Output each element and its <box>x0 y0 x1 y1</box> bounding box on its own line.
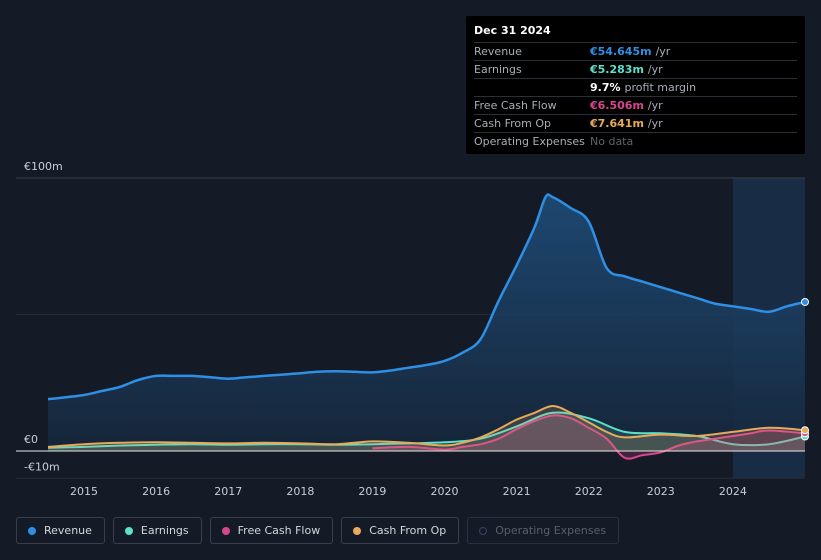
tooltip-value: €6.506m <box>590 99 644 112</box>
tooltip-label: Revenue <box>474 45 522 58</box>
revenue-area <box>48 194 805 451</box>
tooltip-label: Operating Expenses <box>474 135 585 148</box>
tooltip-value: €54.645m <box>590 45 652 58</box>
revenue-line <box>47 193 806 401</box>
tooltip-value: €7.641m <box>590 117 644 130</box>
legend-item-operating-expenses[interactable]: Operating Expenses <box>467 517 620 544</box>
tooltip-unit: profit margin <box>624 81 697 94</box>
x-tick-label: 2020 <box>431 485 459 498</box>
x-tick-label: 2022 <box>575 485 603 498</box>
x-tick-label: 2016 <box>142 485 170 498</box>
y-tick-label: €0 <box>24 433 38 446</box>
tooltip-label: Cash From Op <box>474 117 552 130</box>
revenue-end-marker <box>801 297 809 306</box>
legend-dot-icon <box>124 526 133 535</box>
x-tick-label: 2021 <box>503 485 531 498</box>
tooltip-value: 9.7% <box>590 81 621 94</box>
tooltip-value: €5.283m <box>590 63 644 76</box>
free-cash-flow-line <box>372 414 806 460</box>
x-tick-label: 2019 <box>358 485 386 498</box>
legend-item-cash-from-op[interactable]: Cash From Op <box>341 517 460 544</box>
tooltip-panel: Dec 31 2024 Revenue €54.645m/yr Earnings €5… <box>466 16 805 154</box>
tooltip-row: Cash From Op €7.641m/yr <box>474 114 797 132</box>
legend-label: Cash From Op <box>369 524 447 537</box>
x-tick-label: 2023 <box>647 485 675 498</box>
cash-from-op-line <box>47 405 806 448</box>
legend-item-free-cash-flow[interactable]: Free Cash Flow <box>209 517 334 544</box>
cash-from-op-end-marker <box>801 426 809 435</box>
tooltip-row: Earnings €5.283m/yr <box>474 60 797 78</box>
legend-dot-icon <box>353 526 362 535</box>
tooltip-date: Dec 31 2024 <box>474 24 551 37</box>
legend-item-revenue[interactable]: Revenue <box>16 517 105 544</box>
legend-dot-icon <box>479 526 488 535</box>
y-tick-label: -€10m <box>24 460 60 473</box>
tooltip-label: Free Cash Flow <box>474 99 557 112</box>
tooltip-row: Revenue €54.645m/yr <box>474 42 797 60</box>
earnings-area <box>48 412 805 451</box>
earnings-line <box>47 411 806 449</box>
tooltip-label: Earnings <box>474 63 522 76</box>
legend-label: Earnings <box>140 524 189 537</box>
tooltip-unit: /yr <box>647 63 663 76</box>
x-tick-label: 2024 <box>719 485 747 498</box>
x-tick-label: 2018 <box>286 485 314 498</box>
x-tick-label: 2017 <box>214 485 242 498</box>
legend-dot-icon <box>28 526 36 535</box>
legend-item-earnings[interactable]: Earnings <box>112 517 202 544</box>
tooltip-unit: /yr <box>647 99 663 112</box>
tooltip-row: 9.7% profit margin <box>474 78 797 96</box>
tooltip-unit: /yr <box>647 117 663 130</box>
y-tick-label: €100m <box>24 160 63 173</box>
x-tick-label: 2015 <box>70 485 98 498</box>
tooltip-value: No data <box>590 135 634 148</box>
chart: €100m €0 -€10m 2015 2016 2017 2018 2019 2020 2021… <box>16 160 809 498</box>
free-cash-flow-area <box>372 415 805 459</box>
legend-label: Free Cash Flow <box>237 524 321 537</box>
tooltip-row: Free Cash Flow €6.506m/yr <box>474 96 797 114</box>
legend-label: Revenue <box>44 524 92 537</box>
legend-label: Operating Expenses <box>495 524 607 537</box>
legend: Revenue Earnings Free Cash Flow Cash From O… <box>16 517 620 544</box>
tooltip-row: Operating Expenses No data <box>474 132 797 150</box>
legend-dot-icon <box>221 526 230 535</box>
tooltip-unit: /yr <box>655 45 671 58</box>
cash-from-op-area <box>48 406 805 451</box>
